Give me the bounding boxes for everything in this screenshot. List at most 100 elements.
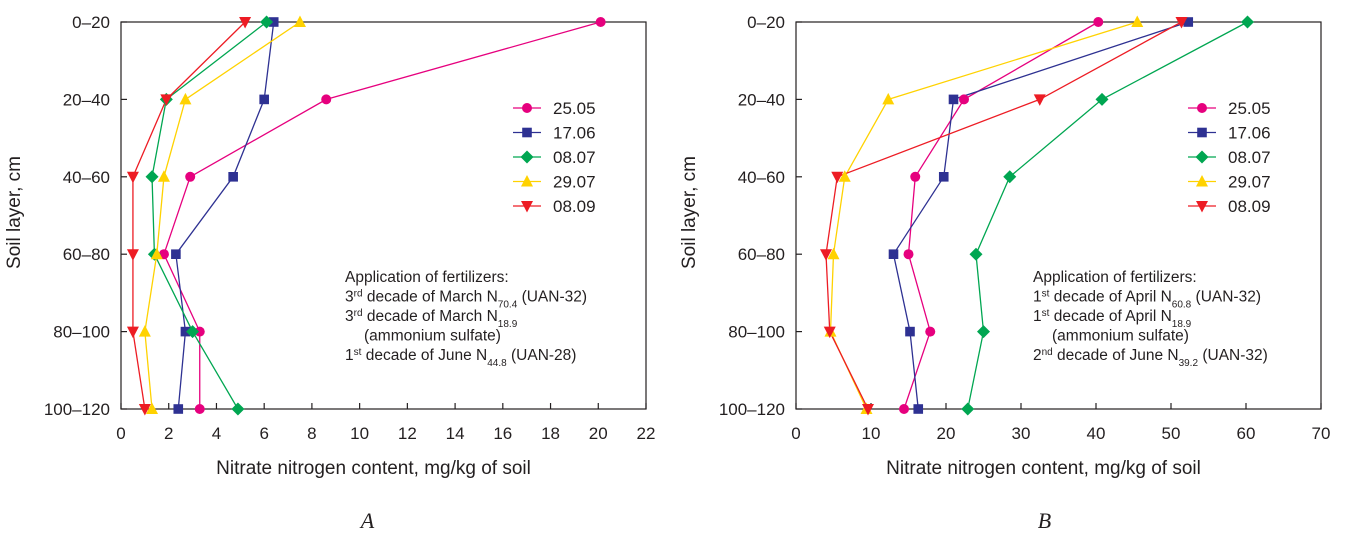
data-point-25.05 xyxy=(321,94,332,105)
data-point-17.06 xyxy=(1183,17,1194,27)
series-line-08.07 xyxy=(151,21,267,410)
x-tick-label: 18 xyxy=(541,424,560,443)
data-point-08.07 xyxy=(1095,92,1109,106)
data-point-29.07 xyxy=(150,247,163,260)
legend-label: 29.07 xyxy=(1228,173,1271,192)
data-point-29.07 xyxy=(1131,15,1144,27)
data-point-08.09 xyxy=(126,171,139,184)
legend-marker xyxy=(521,201,533,213)
data-point-17.06 xyxy=(905,326,915,337)
plot-frame xyxy=(120,21,647,410)
data-point-25.05 xyxy=(194,404,205,414)
x-tick-label: 70 xyxy=(1312,424,1331,443)
data-point-17.06 xyxy=(228,172,238,182)
annotation-line: 1st decade of June N44.8 (UAN-28) xyxy=(345,347,576,369)
legend-label: 25.05 xyxy=(1228,99,1271,118)
chart-panel-b: 0 10 20 30 40 50 60 70 0–20 20–40 40–60 60–80 80–100… xyxy=(679,13,1330,533)
data-point-17.06 xyxy=(173,404,184,414)
x-tick-label: 4 xyxy=(212,424,221,443)
data-point-17.06 xyxy=(948,94,959,105)
data-point-08.07 xyxy=(1003,170,1017,184)
y-tick-label: 60–80 xyxy=(738,245,785,264)
x-tick-label: 6 xyxy=(259,424,268,443)
annotation-line: Application of fertilizers: xyxy=(345,269,509,286)
x-tick-label: 20 xyxy=(937,424,956,443)
y-tick-label: 0–20 xyxy=(747,13,785,32)
annotation-line: 3rd decade of March N18.9 xyxy=(345,308,518,330)
data-point-29.07 xyxy=(838,170,851,182)
y-tick-label: 100–120 xyxy=(44,400,110,419)
x-tick-label: 30 xyxy=(1012,424,1031,443)
legend-marker xyxy=(522,103,532,113)
panel-label: A xyxy=(359,508,375,533)
data-point-08.09 xyxy=(823,326,836,339)
y-tick-label: 20–40 xyxy=(63,90,110,109)
data-point-08.09 xyxy=(160,94,173,106)
annotation-line: Application of fertilizers: xyxy=(1033,269,1197,286)
data-point-08.09 xyxy=(1175,17,1188,29)
data-point-25.05 xyxy=(903,249,914,260)
legend-label: 17.06 xyxy=(553,124,596,143)
legend-marker xyxy=(521,175,533,187)
y-tick-label: 100–120 xyxy=(719,400,785,419)
series-line-17.06 xyxy=(175,21,275,410)
data-point-08.07 xyxy=(231,402,245,416)
legend-label: 29.07 xyxy=(553,173,596,192)
data-point-08.07 xyxy=(977,325,990,339)
data-point-25.05 xyxy=(910,171,921,182)
data-point-08.09 xyxy=(820,249,832,261)
data-point-17.06 xyxy=(171,249,181,259)
legend-marker xyxy=(1195,150,1209,164)
legend-label: 08.09 xyxy=(553,197,596,216)
data-point-29.07 xyxy=(157,170,170,182)
x-tick-label: 8 xyxy=(307,424,316,443)
plot-frame xyxy=(795,21,1322,410)
x-tick-label: 0 xyxy=(116,424,125,443)
data-point-29.07 xyxy=(882,92,895,105)
annotation-line: 1st decade of April N60.8 (UAN-32) xyxy=(1033,288,1261,310)
y-axis-title: Soil layer, cm xyxy=(4,156,25,269)
legend-marker xyxy=(520,150,534,164)
series-line-08.07 xyxy=(967,21,1248,410)
legend-marker xyxy=(1196,175,1208,187)
data-point-17.06 xyxy=(888,249,899,259)
legend-marker xyxy=(522,127,532,138)
data-point-25.05 xyxy=(925,326,936,337)
data-point-08.07 xyxy=(145,170,159,184)
data-point-17.06 xyxy=(913,404,924,414)
data-point-25.05 xyxy=(194,326,205,337)
data-point-29.07 xyxy=(138,325,151,337)
data-point-25.05 xyxy=(185,171,196,182)
y-tick-label: 40–60 xyxy=(63,168,110,187)
legend-marker xyxy=(1197,127,1207,138)
annotation-line: (ammonium sulfate) xyxy=(1052,328,1189,345)
data-point-29.07 xyxy=(146,402,159,414)
series-line-08.09 xyxy=(825,21,1182,410)
y-tick-label: 20–40 xyxy=(738,90,785,109)
data-point-29.07 xyxy=(293,15,306,27)
y-axis-title: Soil layer, cm xyxy=(679,156,700,269)
data-point-08.09 xyxy=(862,404,874,416)
data-point-08.09 xyxy=(1033,94,1046,106)
x-tick-label: 20 xyxy=(589,424,608,443)
x-axis-title: Nitrate nitrogen content, mg/kg of soil xyxy=(886,458,1201,479)
y-tick-label: 80–100 xyxy=(53,323,110,342)
annotation-line: 2nd decade of June N39.2 (UAN-32) xyxy=(1033,347,1268,369)
x-tick-label: 10 xyxy=(350,424,369,443)
series-line-17.06 xyxy=(892,21,1189,410)
y-tick-label: 40–60 xyxy=(738,168,785,187)
data-point-29.07 xyxy=(179,92,192,105)
legend-label: 08.07 xyxy=(553,148,596,167)
data-point-08.09 xyxy=(126,326,139,339)
data-point-08.09 xyxy=(126,249,139,261)
data-point-25.05 xyxy=(595,17,606,27)
data-point-08.09 xyxy=(239,17,252,29)
data-point-17.06 xyxy=(259,94,269,105)
x-tick-label: 10 xyxy=(862,424,881,443)
x-tick-label: 12 xyxy=(398,424,417,443)
annotation-line: 1st decade of April N18.9 xyxy=(1033,308,1192,330)
legend-marker xyxy=(1196,201,1208,213)
x-tick-label: 16 xyxy=(493,424,512,443)
series-line-29.07 xyxy=(144,21,301,410)
